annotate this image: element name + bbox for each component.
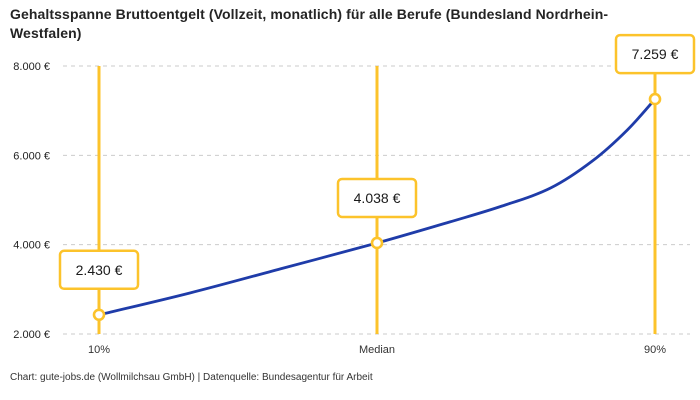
y-axis-tick-label: 4.000 € bbox=[13, 240, 50, 252]
value-label-text: 7.259 € bbox=[632, 46, 679, 62]
x-axis-tick-label: Median bbox=[359, 344, 395, 356]
chart-title: Gehaltsspanne Bruttoentgelt (Vollzeit, m… bbox=[10, 6, 609, 41]
chart-source-attribution: Chart: gute-jobs.de (Wollmilchsau GmbH) … bbox=[10, 372, 373, 383]
salary-curve bbox=[97, 97, 657, 317]
x-axis-tick-label: 10% bbox=[88, 344, 110, 356]
y-axis-tick-label: 6.000 € bbox=[13, 150, 50, 162]
value-label-box bbox=[614, 33, 696, 75]
value-label-text: 2.430 € bbox=[76, 262, 123, 278]
data-point-marker bbox=[370, 236, 384, 250]
y-axis-tick-label: 2.000 € bbox=[13, 329, 50, 341]
x-axis-tick-label: 90% bbox=[644, 344, 666, 356]
value-label-box bbox=[336, 177, 418, 219]
value-label-box bbox=[58, 249, 140, 291]
data-point-marker bbox=[92, 308, 106, 322]
data-point-marker bbox=[648, 92, 662, 106]
y-axis-tick-label: 8.000 € bbox=[13, 61, 50, 73]
value-label-text: 4.038 € bbox=[354, 190, 401, 206]
